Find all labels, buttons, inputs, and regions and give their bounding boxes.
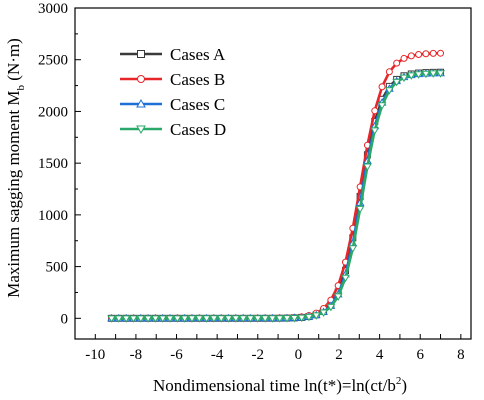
- data-point-marker: [129, 315, 138, 323]
- x-tick-label: 6: [416, 347, 424, 363]
- data-point-marker: [143, 315, 153, 323]
- data-point-marker: [363, 163, 372, 171]
- data-point-marker: [333, 293, 343, 301]
- data-point-marker: [275, 315, 285, 323]
- data-point-marker: [202, 315, 211, 323]
- data-point-marker: [158, 315, 168, 323]
- data-point-marker: [384, 87, 394, 95]
- data-point-marker: [392, 78, 402, 87]
- data-point-marker: [121, 315, 131, 323]
- data-point-marker: [165, 315, 175, 323]
- data-point-marker: [378, 83, 386, 91]
- legend-label: Cases D: [170, 120, 226, 139]
- y-tick-label: 2000: [38, 104, 68, 120]
- series-line: [111, 72, 441, 320]
- data-point-marker: [260, 315, 270, 323]
- data-point-marker: [355, 205, 365, 214]
- data-point-marker: [319, 309, 328, 318]
- data-point-marker: [246, 315, 255, 323]
- data-point-marker: [137, 75, 145, 83]
- data-point-marker: [437, 49, 445, 57]
- data-point-marker: [238, 315, 248, 323]
- x-tick-label: -8: [130, 347, 143, 363]
- y-tick-label: 2500: [38, 53, 68, 69]
- data-point-marker: [399, 74, 409, 83]
- data-point-marker: [136, 315, 146, 323]
- data-point-marker: [194, 315, 204, 323]
- x-tick-label: -6: [170, 347, 183, 363]
- data-point-marker: [371, 107, 379, 115]
- legend-entry: Cases B: [120, 70, 225, 89]
- y-tick-label: 1500: [38, 156, 68, 172]
- x-tick-label: 4: [376, 347, 384, 363]
- series-cases-d: [107, 70, 445, 323]
- data-point-marker: [151, 315, 160, 323]
- data-point-marker: [136, 98, 146, 108]
- data-point-marker: [422, 50, 430, 58]
- data-point-marker: [406, 72, 416, 80]
- data-point-marker: [180, 315, 190, 323]
- legend-label: Cases B: [170, 70, 225, 89]
- legend-label: Cases A: [170, 45, 226, 64]
- x-tick-label: 2: [335, 347, 343, 363]
- data-point-marker: [407, 52, 415, 60]
- data-point-marker: [311, 312, 321, 320]
- legend-entry: Cases A: [120, 45, 226, 64]
- legend-entry: Cases C: [120, 95, 225, 114]
- x-axis-label: Nondimensional time ln(t*)=ln(ct/b2): [153, 375, 407, 395]
- data-point-marker: [326, 303, 336, 312]
- series-line: [111, 70, 441, 320]
- x-tick-label: -10: [85, 347, 105, 363]
- data-point-marker: [289, 314, 299, 323]
- data-point-marker: [231, 315, 241, 323]
- data-point-marker: [187, 315, 197, 323]
- data-point-marker: [341, 274, 350, 283]
- data-point-marker: [209, 315, 219, 323]
- data-point-marker: [216, 315, 226, 323]
- data-point-marker: [421, 70, 431, 79]
- plot-frame: [74, 7, 472, 340]
- legend-entry: Cases D: [120, 120, 226, 139]
- data-point-marker: [377, 102, 387, 110]
- data-point-marker: [268, 315, 277, 323]
- legend-label: Cases C: [170, 95, 225, 114]
- series-line: [111, 72, 441, 320]
- data-point-marker: [224, 315, 233, 323]
- series-cases-a: [108, 68, 445, 322]
- x-tick-label: -4: [211, 347, 224, 363]
- data-point-marker: [414, 71, 423, 79]
- data-point-marker: [114, 315, 124, 323]
- x-tick-label: 0: [295, 347, 303, 363]
- data-point-marker: [385, 68, 393, 76]
- y-axis-label: Maximum sagging moment Mb (N·m): [4, 38, 27, 298]
- data-point-marker: [107, 315, 116, 323]
- y-tick-label: 3000: [38, 1, 68, 17]
- data-point-marker: [400, 54, 408, 62]
- data-point-marker: [253, 315, 263, 323]
- data-point-marker: [370, 127, 380, 135]
- data-point-marker: [172, 315, 182, 323]
- data-point-marker: [428, 70, 438, 78]
- data-point-marker: [415, 51, 423, 59]
- data-point-marker: [297, 314, 307, 323]
- data-point-marker: [436, 70, 445, 78]
- data-point-marker: [304, 313, 314, 322]
- y-tick-label: 1000: [38, 208, 68, 224]
- y-tick-label: 500: [46, 260, 69, 276]
- data-point-marker: [282, 315, 292, 323]
- series-cases-b: [108, 49, 445, 322]
- data-point-marker: [136, 125, 146, 135]
- x-tick-label: 8: [457, 347, 465, 363]
- data-point-marker: [429, 49, 437, 57]
- data-point-marker: [348, 245, 358, 253]
- series-line: [111, 51, 441, 320]
- series-cases-c: [107, 68, 445, 322]
- x-tick-label: -2: [252, 347, 265, 363]
- data-point-marker: [137, 50, 145, 58]
- y-tick-label: 0: [61, 311, 69, 327]
- data-point-marker: [393, 59, 401, 67]
